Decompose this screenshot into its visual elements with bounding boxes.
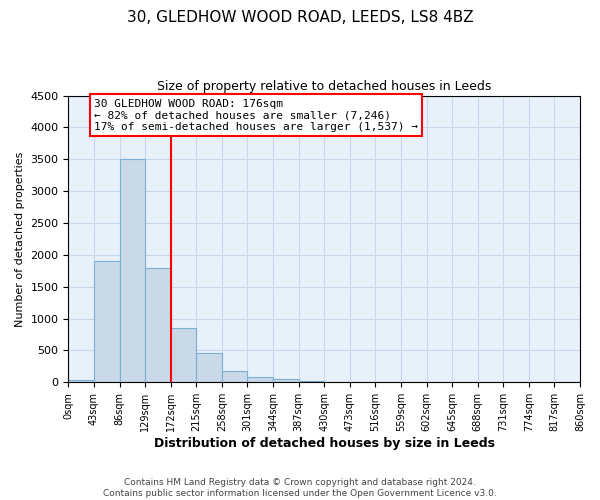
Bar (222, 371, 247, 382)
Bar (94, 262, 119, 382)
Text: 30, GLEDHOW WOOD ROAD, LEEDS, LS8 4BZ: 30, GLEDHOW WOOD ROAD, LEEDS, LS8 4BZ (127, 10, 473, 25)
Bar (299, 381, 324, 382)
Bar (196, 353, 222, 382)
Bar (247, 376, 273, 382)
Bar (171, 328, 196, 382)
Title: Size of property relative to detached houses in Leeds: Size of property relative to detached ho… (157, 80, 491, 93)
Bar (273, 379, 299, 382)
Bar (68, 380, 94, 382)
Text: 30 GLEDHOW WOOD ROAD: 176sqm
← 82% of detached houses are smaller (7,246)
17% of: 30 GLEDHOW WOOD ROAD: 176sqm ← 82% of de… (94, 98, 418, 132)
Bar (119, 160, 145, 382)
X-axis label: Distribution of detached houses by size in Leeds: Distribution of detached houses by size … (154, 437, 495, 450)
Y-axis label: Number of detached properties: Number of detached properties (15, 152, 25, 326)
Bar (145, 268, 171, 382)
Text: Contains HM Land Registry data © Crown copyright and database right 2024.
Contai: Contains HM Land Registry data © Crown c… (103, 478, 497, 498)
